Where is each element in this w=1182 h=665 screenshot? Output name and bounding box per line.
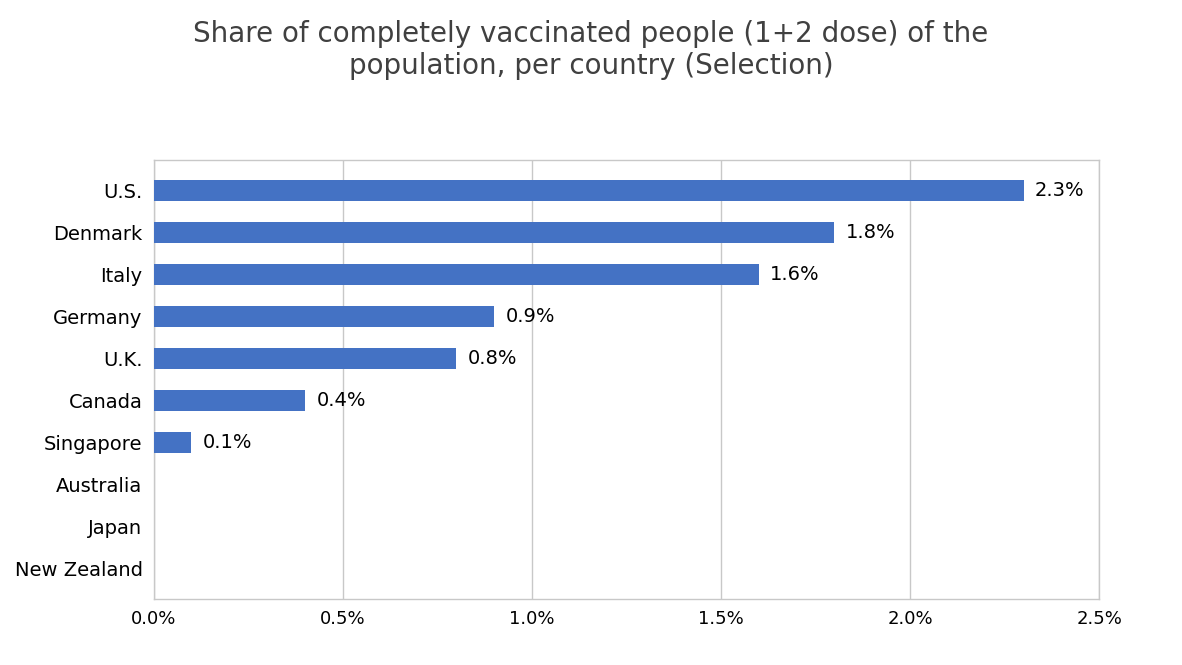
Text: 0.8%: 0.8% [468, 348, 517, 368]
Bar [154, 263, 759, 285]
Text: 1.8%: 1.8% [846, 223, 896, 241]
Bar [154, 305, 494, 327]
Text: 2.3%: 2.3% [1035, 181, 1085, 200]
Bar [154, 390, 305, 410]
Text: 0.4%: 0.4% [317, 390, 365, 410]
Bar [154, 432, 191, 453]
Text: 1.6%: 1.6% [771, 265, 820, 283]
Text: 0.1%: 0.1% [203, 432, 252, 452]
Text: Share of completely vaccinated people (1+2 dose) of the
population, per country : Share of completely vaccinated people (1… [194, 20, 988, 80]
Bar [154, 221, 834, 243]
Bar [154, 180, 1024, 201]
Text: 0.9%: 0.9% [506, 307, 554, 326]
Bar [154, 348, 456, 368]
